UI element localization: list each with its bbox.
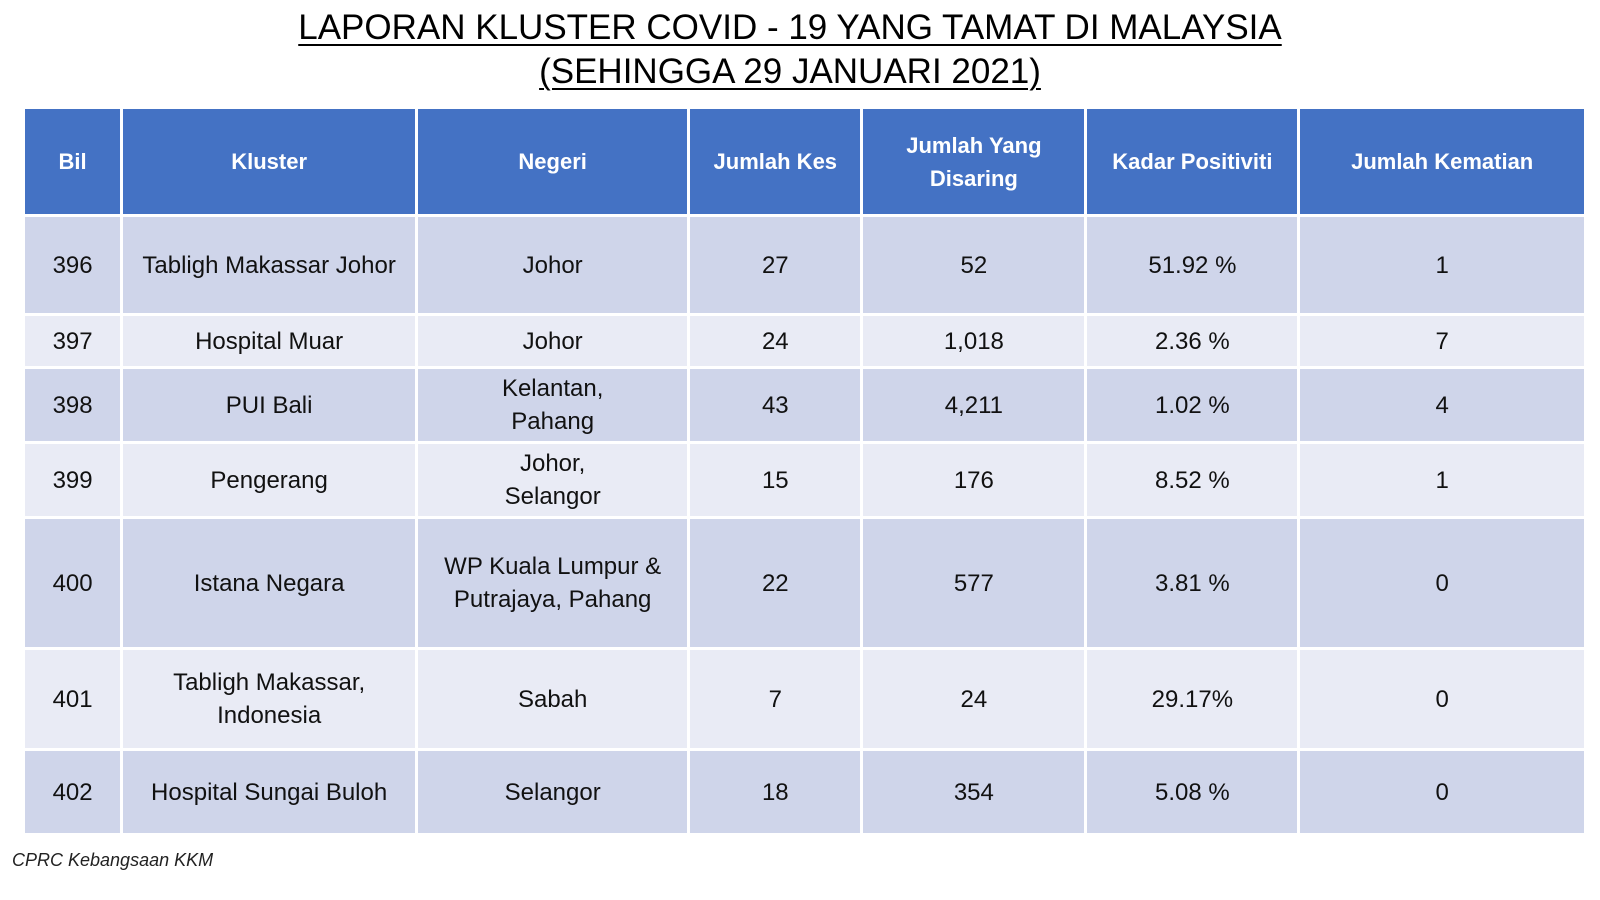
cell-negeri-line1: Johor, xyxy=(519,450,586,477)
cell-jumlah-kes: 15 xyxy=(690,444,861,516)
cell-bil: 396 xyxy=(25,217,121,313)
cluster-table: Bil Kluster Negeri Jumlah Kes Jumlah Yan… xyxy=(22,106,1587,836)
cell-jumlah-kes: 27 xyxy=(690,217,861,313)
cell-jumlah-disaring: 52 xyxy=(863,217,1085,313)
cell-jumlah-kematian: 1 xyxy=(1300,217,1584,313)
cell-bil: 398 xyxy=(25,369,121,441)
cell-kadar-positiviti: 5.08 % xyxy=(1087,751,1298,833)
table-row: 399 Pengerang Johor, Selangor 15 176 8.5… xyxy=(25,444,1584,516)
cell-kadar-positiviti: 3.81 % xyxy=(1087,519,1298,647)
cell-jumlah-kes: 18 xyxy=(690,751,861,833)
cell-negeri-line1: Johor xyxy=(522,327,583,355)
cell-bil: 401 xyxy=(25,650,121,748)
header-jumlah-disaring-line2: Disaring xyxy=(929,165,1018,191)
table-row: 402 Hospital Sungai Buloh Selangor 18 35… xyxy=(25,751,1584,833)
cell-jumlah-kematian: 4 xyxy=(1300,369,1584,441)
cell-jumlah-disaring: 4,211 xyxy=(863,369,1085,441)
source-note: CPRC Kebangsaan KKM xyxy=(12,850,214,870)
cell-kluster: Hospital Sungai Buloh xyxy=(123,751,416,833)
table-row: 401 Tabligh Makassar, Indonesia Sabah 7 … xyxy=(25,650,1584,748)
title-line-1: LAPORAN KLUSTER COVID - 19 YANG TAMAT DI… xyxy=(298,8,1282,47)
cell-kluster: Tabligh Makassar, Indonesia xyxy=(123,650,416,748)
cell-negeri: Sabah xyxy=(418,650,688,748)
cell-jumlah-kematian: 0 xyxy=(1300,751,1584,833)
header-jumlah-kes: Jumlah Kes xyxy=(690,109,861,214)
header-jumlah-kematian: Jumlah Kematian xyxy=(1300,109,1584,214)
table-row: 396 Tabligh Makassar Johor Johor 27 52 5… xyxy=(25,217,1584,313)
cell-negeri-line2: Selangor xyxy=(504,483,601,510)
cell-jumlah-disaring: 1,018 xyxy=(863,316,1085,366)
cell-negeri: Johor xyxy=(418,217,688,313)
cell-kluster-line1: Tabligh Makassar, xyxy=(173,669,366,696)
cell-negeri: Johor xyxy=(418,316,688,366)
cell-negeri: Johor, Selangor xyxy=(418,444,688,516)
cell-jumlah-kematian: 1 xyxy=(1300,444,1584,516)
header-jumlah-disaring: Jumlah Yang Disaring xyxy=(863,109,1085,214)
header-jumlah-disaring-line1: Jumlah Yang xyxy=(906,132,1042,158)
cell-kluster-line1: Hospital Sungai Buloh xyxy=(151,778,388,806)
cell-jumlah-disaring: 354 xyxy=(863,751,1085,833)
cell-jumlah-kes: 7 xyxy=(690,650,861,748)
cell-bil: 400 xyxy=(25,519,121,647)
cell-negeri: WP Kuala Lumpur & Putrajaya, Pahang xyxy=(418,519,688,647)
cell-negeri-line1: Sabah xyxy=(517,685,588,713)
cell-kadar-positiviti: 51.92 % xyxy=(1087,217,1298,313)
cell-jumlah-disaring: 577 xyxy=(863,519,1085,647)
header-kadar-positiviti: Kadar Positiviti xyxy=(1087,109,1298,214)
cell-kadar-positiviti: 1.02 % xyxy=(1087,369,1298,441)
cell-kluster-line1: Hospital Muar xyxy=(195,327,344,355)
cell-negeri: Selangor xyxy=(418,751,688,833)
cell-jumlah-kematian: 0 xyxy=(1300,519,1584,647)
title-line-2: (SEHINGGA 29 JANUARI 2021) xyxy=(539,52,1041,91)
cell-kluster-line2: Indonesia xyxy=(217,702,322,729)
cell-jumlah-kes: 22 xyxy=(690,519,861,647)
cell-jumlah-kes: 43 xyxy=(690,369,861,441)
cell-kluster-line1: Pengerang xyxy=(210,466,328,494)
report-title: LAPORAN KLUSTER COVID - 19 YANG TAMAT DI… xyxy=(0,6,1580,94)
cell-bil: 397 xyxy=(25,316,121,366)
cell-kadar-positiviti: 2.36 % xyxy=(1087,316,1298,366)
cell-jumlah-disaring: 176 xyxy=(863,444,1085,516)
cell-negeri-line1: Selangor xyxy=(504,778,601,806)
cell-kadar-positiviti: 29.17% xyxy=(1087,650,1298,748)
cell-kluster: Tabligh Makassar Johor xyxy=(123,217,416,313)
cell-negeri-line2: Pahang xyxy=(511,408,595,435)
cell-jumlah-disaring: 24 xyxy=(863,650,1085,748)
cell-negeri-line1: Johor xyxy=(522,251,583,279)
cell-kluster: PUI Bali xyxy=(123,369,416,441)
cell-jumlah-kematian: 7 xyxy=(1300,316,1584,366)
table-row: 400 Istana Negara WP Kuala Lumpur & Putr… xyxy=(25,519,1584,647)
cell-jumlah-kematian: 0 xyxy=(1300,650,1584,748)
header-row: Bil Kluster Negeri Jumlah Kes Jumlah Yan… xyxy=(25,109,1584,214)
table-row: 398 PUI Bali Kelantan, Pahang 43 4,211 1… xyxy=(25,369,1584,441)
cell-kluster-line1: PUI Bali xyxy=(225,391,313,419)
cell-kluster: Hospital Muar xyxy=(123,316,416,366)
cell-kluster: Pengerang xyxy=(123,444,416,516)
cell-negeri: Kelantan, Pahang xyxy=(418,369,688,441)
cell-negeri-line2: Putrajaya, Pahang xyxy=(453,586,652,613)
cell-bil: 399 xyxy=(25,444,121,516)
header-bil: Bil xyxy=(25,109,121,214)
cell-kluster: Istana Negara xyxy=(123,519,416,647)
table-row: 397 Hospital Muar Johor 24 1,018 2.36 % … xyxy=(25,316,1584,366)
cell-bil: 402 xyxy=(25,751,121,833)
cell-kluster-line1: Tabligh Makassar Johor xyxy=(142,251,396,279)
cell-negeri-line1: Kelantan, xyxy=(501,375,604,402)
cell-negeri-line1: WP Kuala Lumpur & xyxy=(444,553,662,580)
cell-kadar-positiviti: 8.52 % xyxy=(1087,444,1298,516)
header-kluster: Kluster xyxy=(123,109,416,214)
header-negeri: Negeri xyxy=(418,109,688,214)
cell-jumlah-kes: 24 xyxy=(690,316,861,366)
cell-kluster-line1: Istana Negara xyxy=(193,569,345,597)
